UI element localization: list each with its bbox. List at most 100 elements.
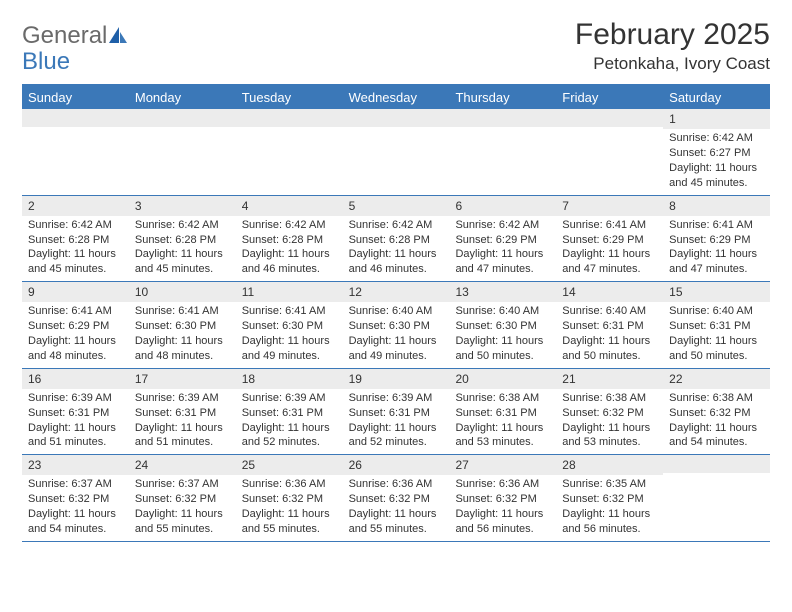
title-block: February 2025 Petonkaha, Ivory Coast (575, 18, 770, 74)
sunrise-text: Sunrise: 6:41 AM (562, 218, 657, 233)
day-details: Sunrise: 6:38 AMSunset: 6:32 PMDaylight:… (560, 391, 659, 450)
day-details: Sunrise: 6:42 AMSunset: 6:28 PMDaylight:… (133, 218, 232, 277)
day-number: 3 (129, 196, 236, 216)
week-row: 2Sunrise: 6:42 AMSunset: 6:28 PMDaylight… (22, 196, 770, 283)
sunset-text: Sunset: 6:32 PM (135, 492, 230, 507)
sunrise-text: Sunrise: 6:38 AM (669, 391, 764, 406)
sunrise-text: Sunrise: 6:42 AM (349, 218, 444, 233)
sunset-text: Sunset: 6:32 PM (669, 406, 764, 421)
weekday-monday: Monday (129, 86, 236, 109)
daylight-text: Daylight: 11 hours and 55 minutes. (349, 507, 444, 537)
sunset-text: Sunset: 6:31 PM (455, 406, 550, 421)
day-number: 24 (129, 455, 236, 475)
week-row: 23Sunrise: 6:37 AMSunset: 6:32 PMDayligh… (22, 455, 770, 542)
sunrise-text: Sunrise: 6:42 AM (28, 218, 123, 233)
sunset-text: Sunset: 6:30 PM (349, 319, 444, 334)
day-number: 15 (663, 282, 770, 302)
day-number: 28 (556, 455, 663, 475)
sunrise-text: Sunrise: 6:41 AM (242, 304, 337, 319)
day-cell: 16Sunrise: 6:39 AMSunset: 6:31 PMDayligh… (22, 369, 129, 455)
day-details: Sunrise: 6:42 AMSunset: 6:27 PMDaylight:… (667, 131, 766, 190)
sunset-text: Sunset: 6:31 PM (669, 319, 764, 334)
daylight-text: Daylight: 11 hours and 56 minutes. (562, 507, 657, 537)
day-details: Sunrise: 6:37 AMSunset: 6:32 PMDaylight:… (133, 477, 232, 536)
day-details: Sunrise: 6:40 AMSunset: 6:30 PMDaylight:… (347, 304, 446, 363)
sunset-text: Sunset: 6:28 PM (28, 233, 123, 248)
day-number: 19 (343, 369, 450, 389)
sunrise-text: Sunrise: 6:40 AM (349, 304, 444, 319)
logo-sail-icon (109, 27, 127, 48)
day-details: Sunrise: 6:41 AMSunset: 6:29 PMDaylight:… (667, 218, 766, 277)
sunset-text: Sunset: 6:28 PM (242, 233, 337, 248)
sunrise-text: Sunrise: 6:39 AM (349, 391, 444, 406)
day-number: 21 (556, 369, 663, 389)
sunset-text: Sunset: 6:29 PM (455, 233, 550, 248)
day-number: 13 (449, 282, 556, 302)
day-number: 8 (663, 196, 770, 216)
day-details: Sunrise: 6:42 AMSunset: 6:28 PMDaylight:… (240, 218, 339, 277)
day-details: Sunrise: 6:41 AMSunset: 6:30 PMDaylight:… (133, 304, 232, 363)
weekday-wednesday: Wednesday (343, 86, 450, 109)
daylight-text: Daylight: 11 hours and 50 minutes. (562, 334, 657, 364)
day-cell: 5Sunrise: 6:42 AMSunset: 6:28 PMDaylight… (343, 196, 450, 282)
sunset-text: Sunset: 6:30 PM (242, 319, 337, 334)
calendar: Sunday Monday Tuesday Wednesday Thursday… (22, 86, 770, 542)
day-cell: 28Sunrise: 6:35 AMSunset: 6:32 PMDayligh… (556, 455, 663, 541)
day-number (343, 109, 450, 127)
weekday-thursday: Thursday (449, 86, 556, 109)
day-cell (129, 109, 236, 195)
weekday-sunday: Sunday (22, 86, 129, 109)
sunrise-text: Sunrise: 6:38 AM (455, 391, 550, 406)
weeks-container: 1Sunrise: 6:42 AMSunset: 6:27 PMDaylight… (22, 109, 770, 542)
sunset-text: Sunset: 6:30 PM (455, 319, 550, 334)
day-details: Sunrise: 6:35 AMSunset: 6:32 PMDaylight:… (560, 477, 659, 536)
daylight-text: Daylight: 11 hours and 48 minutes. (135, 334, 230, 364)
day-cell (343, 109, 450, 195)
day-cell: 12Sunrise: 6:40 AMSunset: 6:30 PMDayligh… (343, 282, 450, 368)
sunset-text: Sunset: 6:31 PM (28, 406, 123, 421)
day-number: 9 (22, 282, 129, 302)
sunrise-text: Sunrise: 6:39 AM (28, 391, 123, 406)
day-cell (663, 455, 770, 541)
day-cell: 15Sunrise: 6:40 AMSunset: 6:31 PMDayligh… (663, 282, 770, 368)
sunset-text: Sunset: 6:29 PM (669, 233, 764, 248)
weekday-saturday: Saturday (663, 86, 770, 109)
daylight-text: Daylight: 11 hours and 55 minutes. (135, 507, 230, 537)
weekday-header-row: Sunday Monday Tuesday Wednesday Thursday… (22, 86, 770, 109)
sunrise-text: Sunrise: 6:37 AM (28, 477, 123, 492)
daylight-text: Daylight: 11 hours and 52 minutes. (349, 421, 444, 451)
sunrise-text: Sunrise: 6:36 AM (349, 477, 444, 492)
sunrise-text: Sunrise: 6:40 AM (669, 304, 764, 319)
day-number (663, 455, 770, 473)
day-number: 1 (663, 109, 770, 129)
day-number (129, 109, 236, 127)
day-number: 27 (449, 455, 556, 475)
week-row: 16Sunrise: 6:39 AMSunset: 6:31 PMDayligh… (22, 369, 770, 456)
weekday-tuesday: Tuesday (236, 86, 343, 109)
sunrise-text: Sunrise: 6:36 AM (455, 477, 550, 492)
day-details: Sunrise: 6:42 AMSunset: 6:28 PMDaylight:… (347, 218, 446, 277)
daylight-text: Daylight: 11 hours and 50 minutes. (455, 334, 550, 364)
sunrise-text: Sunrise: 6:35 AM (562, 477, 657, 492)
sunset-text: Sunset: 6:31 PM (242, 406, 337, 421)
daylight-text: Daylight: 11 hours and 47 minutes. (562, 247, 657, 277)
day-cell: 6Sunrise: 6:42 AMSunset: 6:29 PMDaylight… (449, 196, 556, 282)
daylight-text: Daylight: 11 hours and 46 minutes. (242, 247, 337, 277)
daylight-text: Daylight: 11 hours and 49 minutes. (349, 334, 444, 364)
daylight-text: Daylight: 11 hours and 51 minutes. (135, 421, 230, 451)
daylight-text: Daylight: 11 hours and 53 minutes. (455, 421, 550, 451)
day-cell (449, 109, 556, 195)
day-details: Sunrise: 6:38 AMSunset: 6:31 PMDaylight:… (453, 391, 552, 450)
daylight-text: Daylight: 11 hours and 47 minutes. (455, 247, 550, 277)
day-number (449, 109, 556, 127)
day-cell (236, 109, 343, 195)
day-number: 16 (22, 369, 129, 389)
sunrise-text: Sunrise: 6:41 AM (28, 304, 123, 319)
week-row: 9Sunrise: 6:41 AMSunset: 6:29 PMDaylight… (22, 282, 770, 369)
day-cell: 20Sunrise: 6:38 AMSunset: 6:31 PMDayligh… (449, 369, 556, 455)
day-cell: 27Sunrise: 6:36 AMSunset: 6:32 PMDayligh… (449, 455, 556, 541)
day-number: 4 (236, 196, 343, 216)
sunset-text: Sunset: 6:32 PM (28, 492, 123, 507)
day-details: Sunrise: 6:36 AMSunset: 6:32 PMDaylight:… (347, 477, 446, 536)
daylight-text: Daylight: 11 hours and 54 minutes. (28, 507, 123, 537)
